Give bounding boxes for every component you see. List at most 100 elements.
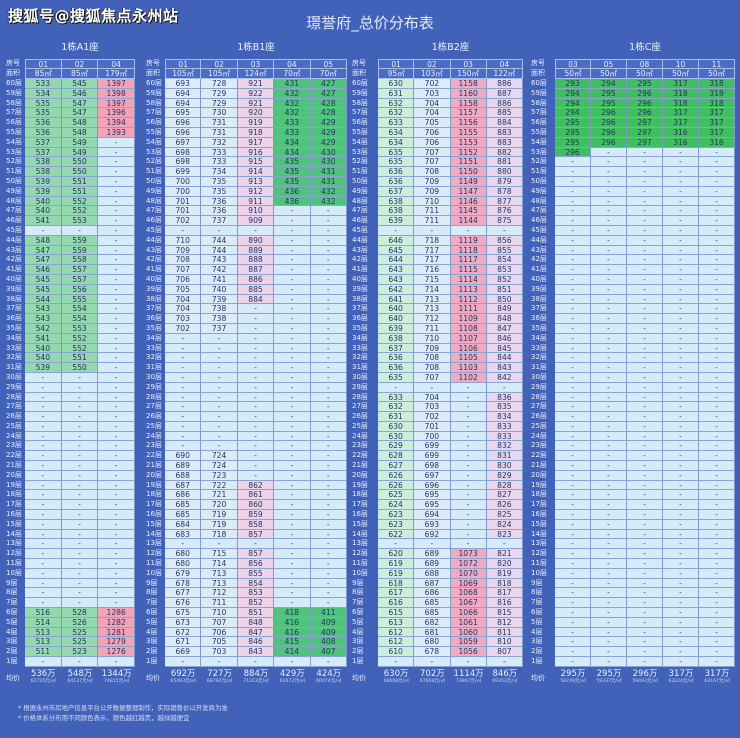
price-cell: 630 xyxy=(378,431,415,442)
price-grid: 房号 01 02 03 04 05 面积 105㎡ 105㎡ 124㎡ 70㎡ 70㎡ 60层 693 72… xyxy=(145,59,347,689)
floor-label: 10层 xyxy=(145,568,165,579)
price-cell: - xyxy=(61,382,99,393)
price-cell: - xyxy=(450,657,487,667)
price-cell: 716 xyxy=(414,265,451,275)
price-cell: - xyxy=(310,314,347,324)
floor-label: 41层 xyxy=(530,265,555,275)
price-cell: 851 xyxy=(486,284,523,295)
floor-label: 55层 xyxy=(351,127,378,138)
floor-label: 19层 xyxy=(5,480,25,491)
price-cell: - xyxy=(627,235,663,246)
price-cell: - xyxy=(310,480,347,491)
area-header-label: 面积 xyxy=(351,69,378,79)
price-cell: 707 xyxy=(414,157,451,168)
price-cell: - xyxy=(237,539,275,550)
floor-label: 40层 xyxy=(5,274,25,285)
price-cell: - xyxy=(627,284,663,295)
price-cell: 736 xyxy=(201,206,238,217)
price-cell: - xyxy=(165,412,202,422)
floor-label: 31层 xyxy=(145,363,165,373)
price-cell: 630 xyxy=(378,421,415,432)
price-cell: - xyxy=(663,568,699,579)
price-cell: 686 xyxy=(414,588,451,599)
unit-area: 105㎡ xyxy=(201,69,238,79)
price-cell: - xyxy=(663,461,699,471)
price-cell: 540 xyxy=(25,353,62,364)
price-cell: 917 xyxy=(237,137,275,148)
floor-label: 46层 xyxy=(530,216,555,226)
price-cell: - xyxy=(555,578,591,589)
price-cell: - xyxy=(165,539,202,550)
price-cell: - xyxy=(25,421,62,432)
price-cell: - xyxy=(699,284,735,295)
price-cell: 714 xyxy=(201,559,238,569)
price-cell: 883 xyxy=(486,137,523,148)
floor-label: 50层 xyxy=(530,176,555,187)
unit-number: 02 xyxy=(414,59,451,69)
avg-price-cell: 884万 71313元/㎡ xyxy=(237,666,275,689)
floor-label: 36层 xyxy=(5,314,25,324)
price-cell: 1398 xyxy=(98,88,135,99)
price-cell: 884 xyxy=(486,118,523,128)
price-cell: - xyxy=(201,392,238,403)
price-cell: - xyxy=(663,323,699,334)
price-cell: - xyxy=(591,206,627,217)
price-cell: - xyxy=(61,539,99,550)
avg-total: 727万 xyxy=(207,668,232,679)
price-cell: - xyxy=(450,402,487,413)
floor-label: 42层 xyxy=(145,255,165,266)
price-cell: 551 xyxy=(61,176,99,187)
price-cell: 296 xyxy=(591,137,627,148)
price-cell: - xyxy=(274,519,311,530)
price-cell: 689 xyxy=(414,549,451,560)
price-cell: 685 xyxy=(414,598,451,609)
price-cell: 429 xyxy=(310,118,347,128)
price-cell: 676 xyxy=(165,598,202,609)
building-table: 1栋B2座 房号 01 02 03 04 面积 95㎡ 103㎡ 150㎡ 122㎡ 60层 630 70… xyxy=(351,40,523,689)
price-cell: 689 xyxy=(165,461,202,471)
floor-label: 14层 xyxy=(530,529,555,540)
price-cell: 538 xyxy=(25,167,62,177)
price-cell: 1158 xyxy=(450,98,487,109)
price-cell: 513 xyxy=(25,627,62,638)
price-cell: 634 xyxy=(378,127,415,138)
price-cell: 695 xyxy=(414,500,451,511)
price-cell: 635 xyxy=(378,147,415,158)
floor-label: 30层 xyxy=(5,372,25,383)
floor-label: 55层 xyxy=(145,127,165,138)
price-cell: - xyxy=(61,510,99,520)
unit-area: 50㎡ xyxy=(627,69,663,79)
price-cell: 834 xyxy=(486,412,523,422)
price-cell: - xyxy=(61,490,99,501)
floor-label: 27层 xyxy=(145,402,165,413)
price-cell: 297 xyxy=(627,127,663,138)
price-cell: 428 xyxy=(310,98,347,109)
price-cell: 705 xyxy=(201,637,238,648)
price-cell: - xyxy=(98,245,135,256)
floor-label: 44层 xyxy=(530,235,555,246)
price-cell: 548 xyxy=(61,118,99,128)
price-cell: - xyxy=(627,412,663,422)
price-cell: 706 xyxy=(414,127,451,138)
price-cell: 514 xyxy=(25,617,62,628)
price-cell: - xyxy=(274,461,311,471)
price-cell: 294 xyxy=(555,88,591,99)
price-cell: - xyxy=(663,657,699,667)
floor-label: 26层 xyxy=(351,412,378,422)
price-cell: - xyxy=(627,186,663,197)
price-cell: - xyxy=(274,314,311,324)
floor-label: 49层 xyxy=(5,186,25,197)
price-cell: - xyxy=(98,284,135,295)
floor-label: 57层 xyxy=(5,108,25,119)
price-cell: 632 xyxy=(378,402,415,413)
price-cell: - xyxy=(591,382,627,393)
price-cell: - xyxy=(98,431,135,442)
floor-label: 14层 xyxy=(145,529,165,540)
price-cell: 698 xyxy=(165,157,202,168)
price-cell: 528 xyxy=(61,608,99,618)
avg-label: 均价 xyxy=(145,666,165,689)
price-cell: - xyxy=(450,382,487,393)
price-cell: - xyxy=(591,323,627,334)
price-cell: 549 xyxy=(61,137,99,148)
price-cell: - xyxy=(591,637,627,648)
